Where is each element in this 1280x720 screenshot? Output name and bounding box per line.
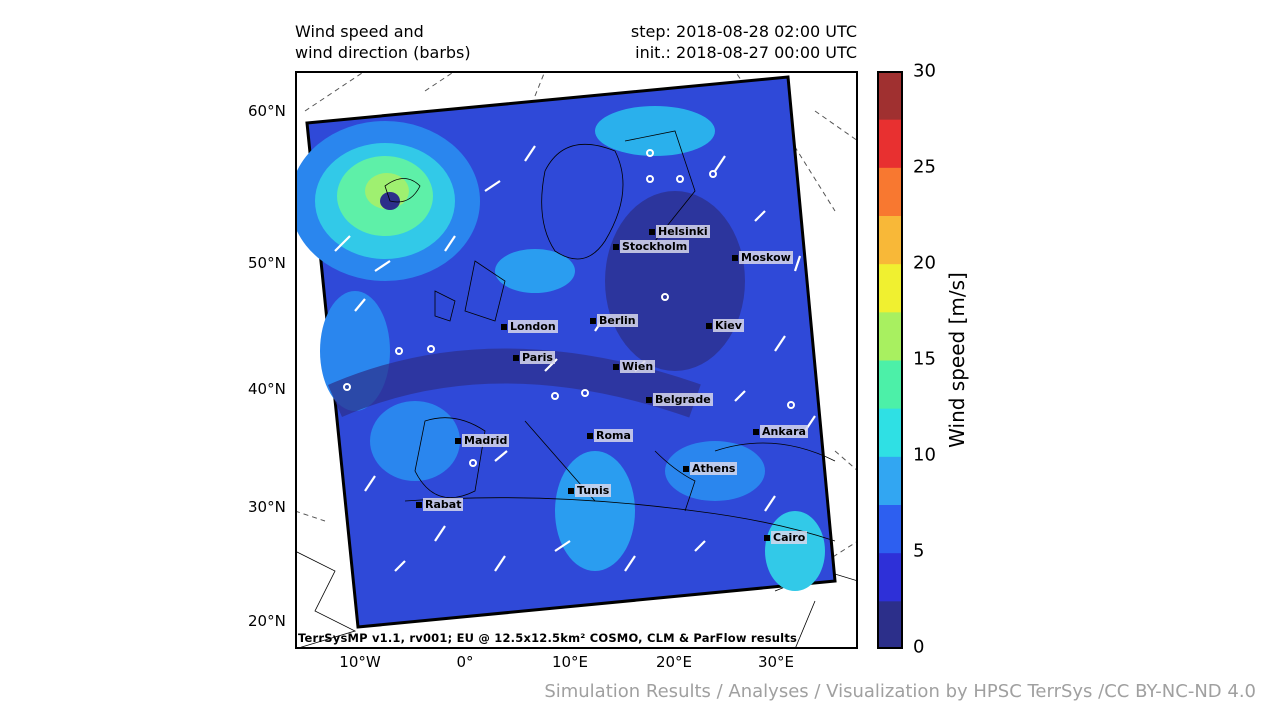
city-label: Berlin xyxy=(590,314,638,327)
colorbar-segment xyxy=(877,408,903,457)
colorbar-segment xyxy=(877,119,903,168)
city-label: Belgrade xyxy=(646,393,713,406)
colorbar-segment xyxy=(877,71,903,120)
colorbar-tick: 20 xyxy=(913,252,936,274)
city-label: Rabat xyxy=(416,498,464,511)
credit-line: Simulation Results / Analyses / Visualiz… xyxy=(544,681,1256,702)
city-label: Tunis xyxy=(568,484,612,497)
city-label: London xyxy=(501,320,558,333)
longitude-label: 30°E xyxy=(757,653,795,671)
latitude-label: 60°N xyxy=(248,102,286,120)
city-label: Stockholm xyxy=(613,240,690,253)
colorbar-border xyxy=(877,71,903,649)
city-label: Ankara xyxy=(753,425,808,438)
colorbar-tick: 15 xyxy=(913,348,936,370)
timestamp-info: step: 2018-08-28 02:00 UTC init.: 2018-0… xyxy=(630,22,857,62)
city-label: Moskow xyxy=(732,251,793,264)
colorbar-segment xyxy=(877,263,903,313)
colorbar-tick: 30 xyxy=(913,60,936,82)
colorbar-segment xyxy=(877,215,903,265)
colorbar-segment xyxy=(877,167,903,216)
city-label: Kiev xyxy=(706,319,744,332)
latitude-label: 40°N xyxy=(248,380,286,398)
model-info: TerrSysMP v1.1, rv001; EU @ 12.5x12.5km²… xyxy=(298,631,798,645)
colorbar-segment xyxy=(877,552,903,602)
colorbar-tick: 25 xyxy=(913,156,936,178)
city-label: Wien xyxy=(613,360,656,373)
colorbar-segment xyxy=(877,360,903,409)
colorbar-tick: 0 xyxy=(913,636,925,658)
colorbar xyxy=(877,71,903,649)
city-label: Athens xyxy=(683,462,738,475)
wind-map xyxy=(295,71,858,649)
plot-title: Wind speed and wind direction (barbs) xyxy=(295,22,471,62)
colorbar-label: Wind speed [m/s] xyxy=(945,272,969,448)
colorbar-segment xyxy=(877,311,903,361)
colorbar-segment xyxy=(877,504,903,554)
longitude-label: 0° xyxy=(456,653,474,671)
longitude-label: 20°E xyxy=(655,653,693,671)
latitude-label: 20°N xyxy=(248,612,286,630)
latitude-label: 30°N xyxy=(248,498,286,516)
longitude-label: 10°E xyxy=(551,653,589,671)
latitude-label: 50°N xyxy=(248,254,286,272)
city-label: Helsinki xyxy=(649,225,710,238)
city-label: Paris xyxy=(513,351,555,364)
city-label: Madrid xyxy=(455,434,510,447)
longitude-label: 10°W xyxy=(339,653,381,671)
colorbar-segment xyxy=(877,456,903,505)
city-label: Cairo xyxy=(764,531,808,544)
colorbar-tick: 5 xyxy=(913,540,925,562)
city-label: Roma xyxy=(587,429,633,442)
colorbar-tick: 10 xyxy=(913,444,936,466)
colorbar-segment xyxy=(877,600,903,649)
